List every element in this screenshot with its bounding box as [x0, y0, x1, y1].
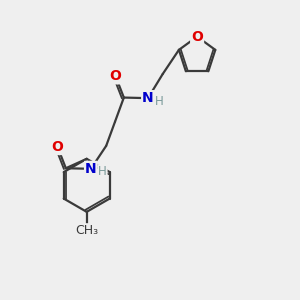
Text: N: N: [142, 91, 154, 105]
Text: H: H: [98, 165, 107, 178]
Text: O: O: [191, 30, 203, 44]
Text: H: H: [155, 94, 164, 108]
Text: O: O: [110, 69, 122, 83]
Text: CH₃: CH₃: [75, 224, 98, 237]
Text: N: N: [85, 162, 97, 176]
Text: O: O: [52, 140, 64, 154]
